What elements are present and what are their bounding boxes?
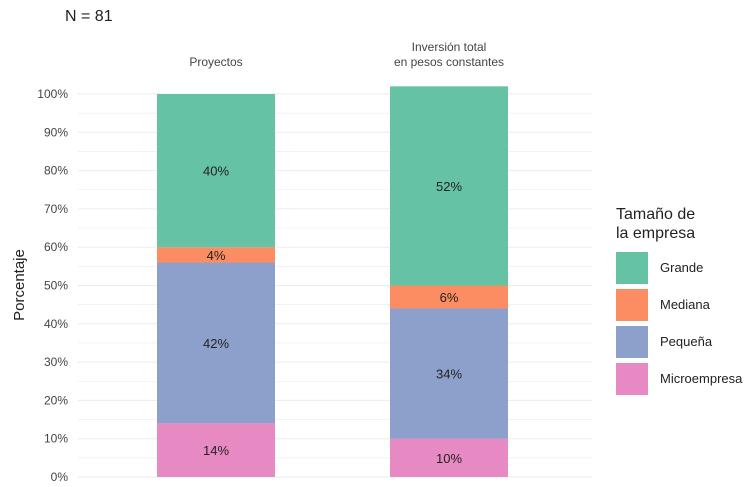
- y-tick-label: 20%: [44, 393, 68, 407]
- y-tick-label: 30%: [44, 355, 68, 369]
- bar-segment: [157, 247, 275, 263]
- legend-swatch: [616, 362, 648, 395]
- bar-value-label: 4%: [207, 248, 226, 263]
- bar-value-label: 34%: [436, 367, 462, 382]
- legend-swatch: [616, 288, 648, 321]
- y-tick-label: 0%: [51, 470, 69, 484]
- bar-segment: [157, 94, 275, 248]
- legend-title: Tamaño de la empresa: [616, 206, 696, 242]
- y-tick-label: 10%: [44, 432, 68, 446]
- legend-item: Grande: [616, 249, 742, 286]
- y-tick-label: 50%: [44, 279, 68, 293]
- y-tick-label: 90%: [44, 125, 68, 139]
- y-axis: 0% 10% 20% 30% 40% 50% 60% 70% 80% 90% 100%: [37, 87, 68, 484]
- sample-size-note: N = 81: [65, 8, 113, 25]
- y-tick-label: 100%: [37, 87, 68, 101]
- bar-value-label: 52%: [436, 179, 462, 194]
- bar-segment: [390, 308, 508, 439]
- bar-value-label: 14%: [203, 443, 229, 458]
- legend-swatch: [616, 325, 648, 358]
- bar-value-label: 10%: [436, 451, 462, 466]
- legend-label: Grande: [660, 260, 704, 275]
- category-label: Inversión total en pesos constantes: [394, 40, 504, 69]
- bar-segment: [157, 423, 275, 477]
- y-axis-title: Porcentaje: [11, 249, 28, 321]
- y-tick-label: 80%: [44, 164, 68, 178]
- legend-label: Pequeña: [660, 334, 713, 349]
- bar-segment: [390, 86, 508, 286]
- legend-label: Microempresa: [660, 371, 743, 386]
- legend-items: Grande Mediana Pequeña Microempresa: [616, 249, 742, 397]
- legend-item: Pequeña: [616, 323, 742, 360]
- y-tick-label: 40%: [44, 317, 68, 331]
- legend-label: Mediana: [660, 297, 710, 312]
- bars: 14% 42% 4% 40% 10% 34% 6% 52%: [157, 86, 508, 477]
- category-label: Proyectos: [189, 55, 242, 69]
- y-tick-label: 60%: [44, 240, 68, 254]
- legend: Tamaño de la empresa Grande Mediana Pequeña…: [616, 205, 742, 397]
- legend-item: Microempresa: [616, 360, 742, 397]
- bar-segment: [157, 262, 275, 424]
- bar-segment: [390, 285, 508, 309]
- y-tick-label: 70%: [44, 202, 68, 216]
- bar-value-label: 42%: [203, 336, 229, 351]
- category-headers: Proyectos Inversión total en pesos constan…: [189, 40, 504, 69]
- legend-swatch: [616, 251, 648, 284]
- bar-segment: [390, 438, 508, 477]
- gridlines: [78, 93, 592, 478]
- legend-item: Mediana: [616, 286, 742, 323]
- bar-value-label: 40%: [203, 164, 229, 179]
- bar-value-label: 6%: [440, 290, 459, 305]
